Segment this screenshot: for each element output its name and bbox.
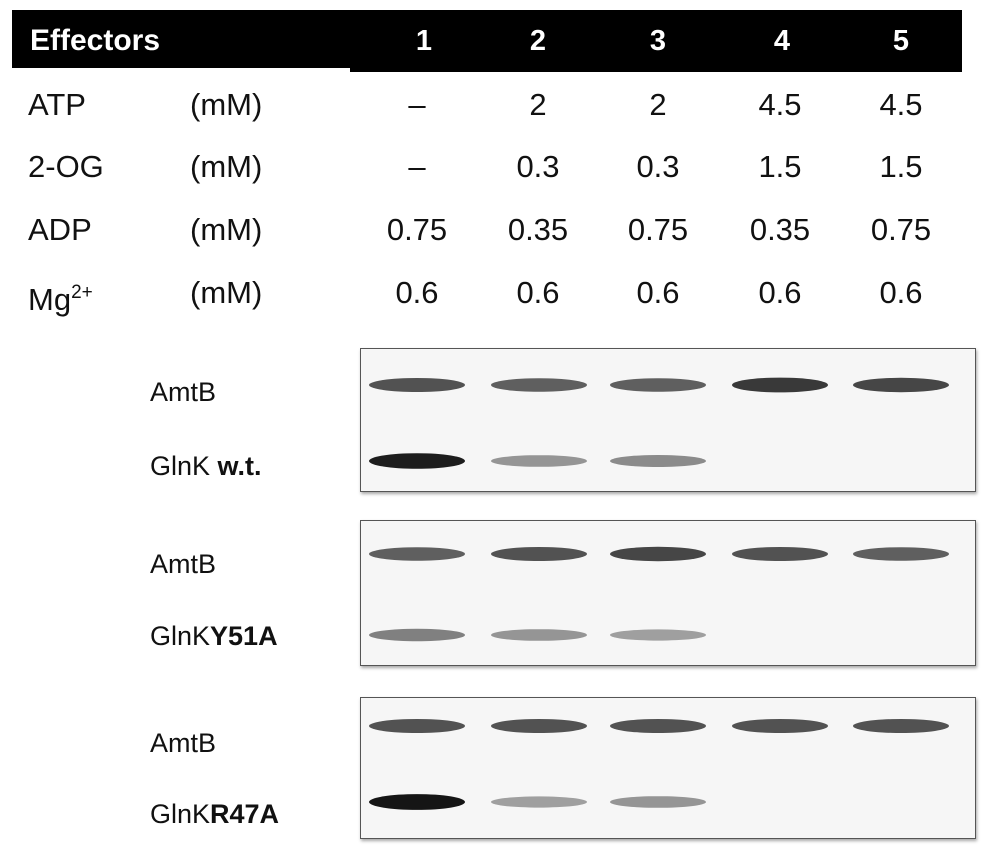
- effector-superscript: 2+: [71, 282, 93, 303]
- glnk-band: [610, 796, 706, 808]
- glnk-band: [491, 629, 587, 641]
- amtb-band: [732, 377, 828, 393]
- effector-value: 1.5: [879, 149, 923, 184]
- header-notch: [12, 68, 350, 72]
- glnk-label: GlnK w.t.: [150, 449, 262, 483]
- effector-value: 0.3: [636, 149, 680, 184]
- effector-unit: (mM): [190, 149, 263, 184]
- effector-value: 2: [649, 87, 667, 122]
- effector-value: 0.6: [636, 275, 680, 310]
- effector-value: 4.5: [879, 87, 923, 122]
- effector-name: 2-OG: [28, 149, 104, 184]
- effector-unit: (mM): [190, 87, 263, 122]
- glnk-band: [610, 455, 706, 467]
- effector-value: 0.75: [870, 212, 932, 247]
- amtb-band: [610, 546, 706, 562]
- glnk-variant: Y51A: [210, 621, 278, 651]
- glnk-band: [369, 453, 465, 469]
- effector-unit: (mM): [190, 275, 263, 310]
- glnk-band: [491, 455, 587, 467]
- effector-name: ATP: [28, 87, 86, 122]
- glnk-band: [369, 628, 465, 642]
- effector-name-text: Mg: [28, 282, 72, 317]
- glnk-label: GlnKY51A: [150, 619, 278, 653]
- lane-number: 3: [649, 25, 667, 57]
- effector-value: 4.5: [758, 87, 802, 122]
- effector-value: 0.35: [749, 212, 811, 247]
- amtb-band: [732, 719, 828, 733]
- effector-value: 0.35: [507, 212, 569, 247]
- amtb-band: [853, 719, 949, 733]
- glnk-band: [491, 796, 587, 808]
- effectors-header-bar: Effectors 1 2 3 4 5: [12, 10, 962, 72]
- amtb-band: [853, 377, 949, 393]
- effector-value: 0.6: [395, 275, 439, 310]
- amtb-band: [369, 547, 465, 561]
- blot-bands: [369, 546, 949, 642]
- amtb-label: AmtB: [150, 728, 217, 758]
- amtb-band: [491, 719, 587, 733]
- amtb-band: [732, 547, 828, 561]
- blot-bands: [369, 719, 949, 810]
- western-blot-wt: [360, 348, 976, 492]
- amtb-band: [491, 378, 587, 392]
- western-blot-r47a: [360, 697, 976, 839]
- effector-value: 0.3: [516, 149, 560, 184]
- glnk-prefix: GlnK: [150, 451, 218, 481]
- glnk-prefix: GlnK: [150, 799, 211, 829]
- effector-value: 0.6: [516, 275, 560, 310]
- effector-value: 0.6: [758, 275, 802, 310]
- effector-value: –: [408, 87, 426, 122]
- effectors-heading: Effectors: [30, 24, 161, 57]
- amtb-label: AmtB: [150, 549, 217, 579]
- effector-value: 2: [529, 87, 547, 122]
- amtb-band: [369, 719, 465, 733]
- effector-value: 1.5: [758, 149, 802, 184]
- amtb-label: AmtB: [150, 377, 217, 407]
- effector-value: 0.75: [627, 212, 689, 247]
- western-blot-y51a: [360, 520, 976, 666]
- effector-unit: (mM): [190, 212, 263, 247]
- glnk-band: [369, 794, 465, 810]
- amtb-band: [610, 719, 706, 733]
- effector-row-mg: Mg2+ (mM) 0.6 0.6 0.6 0.6 0.6: [0, 268, 1000, 318]
- glnk-variant: w.t.: [217, 451, 262, 481]
- effector-value: 0.6: [879, 275, 923, 310]
- effector-row-atp: ATP (mM) – 2 2 4.5 4.5: [0, 80, 1000, 130]
- amtb-band: [853, 547, 949, 561]
- lane-number: 4: [773, 25, 791, 57]
- amtb-band: [610, 378, 706, 392]
- glnk-prefix: GlnK: [150, 621, 211, 651]
- lane-number: 2: [529, 25, 547, 57]
- effector-row-adp: ADP (mM) 0.75 0.35 0.75 0.35 0.75: [0, 205, 1000, 255]
- effector-name: ADP: [28, 212, 92, 247]
- effector-value: 0.75: [386, 212, 448, 247]
- amtb-band: [369, 378, 465, 392]
- effector-value: –: [408, 149, 426, 184]
- lane-number: 1: [415, 25, 433, 57]
- lane-number: 5: [892, 25, 910, 57]
- amtb-band: [491, 547, 587, 561]
- glnk-label: GlnKR47A: [150, 797, 279, 831]
- glnk-variant: R47A: [210, 799, 280, 829]
- glnk-band: [610, 629, 706, 641]
- blot-bands: [369, 377, 949, 469]
- effector-row-2og: 2-OG (mM) – 0.3 0.3 1.5 1.5: [0, 142, 1000, 192]
- effector-name: Mg2+: [28, 268, 93, 325]
